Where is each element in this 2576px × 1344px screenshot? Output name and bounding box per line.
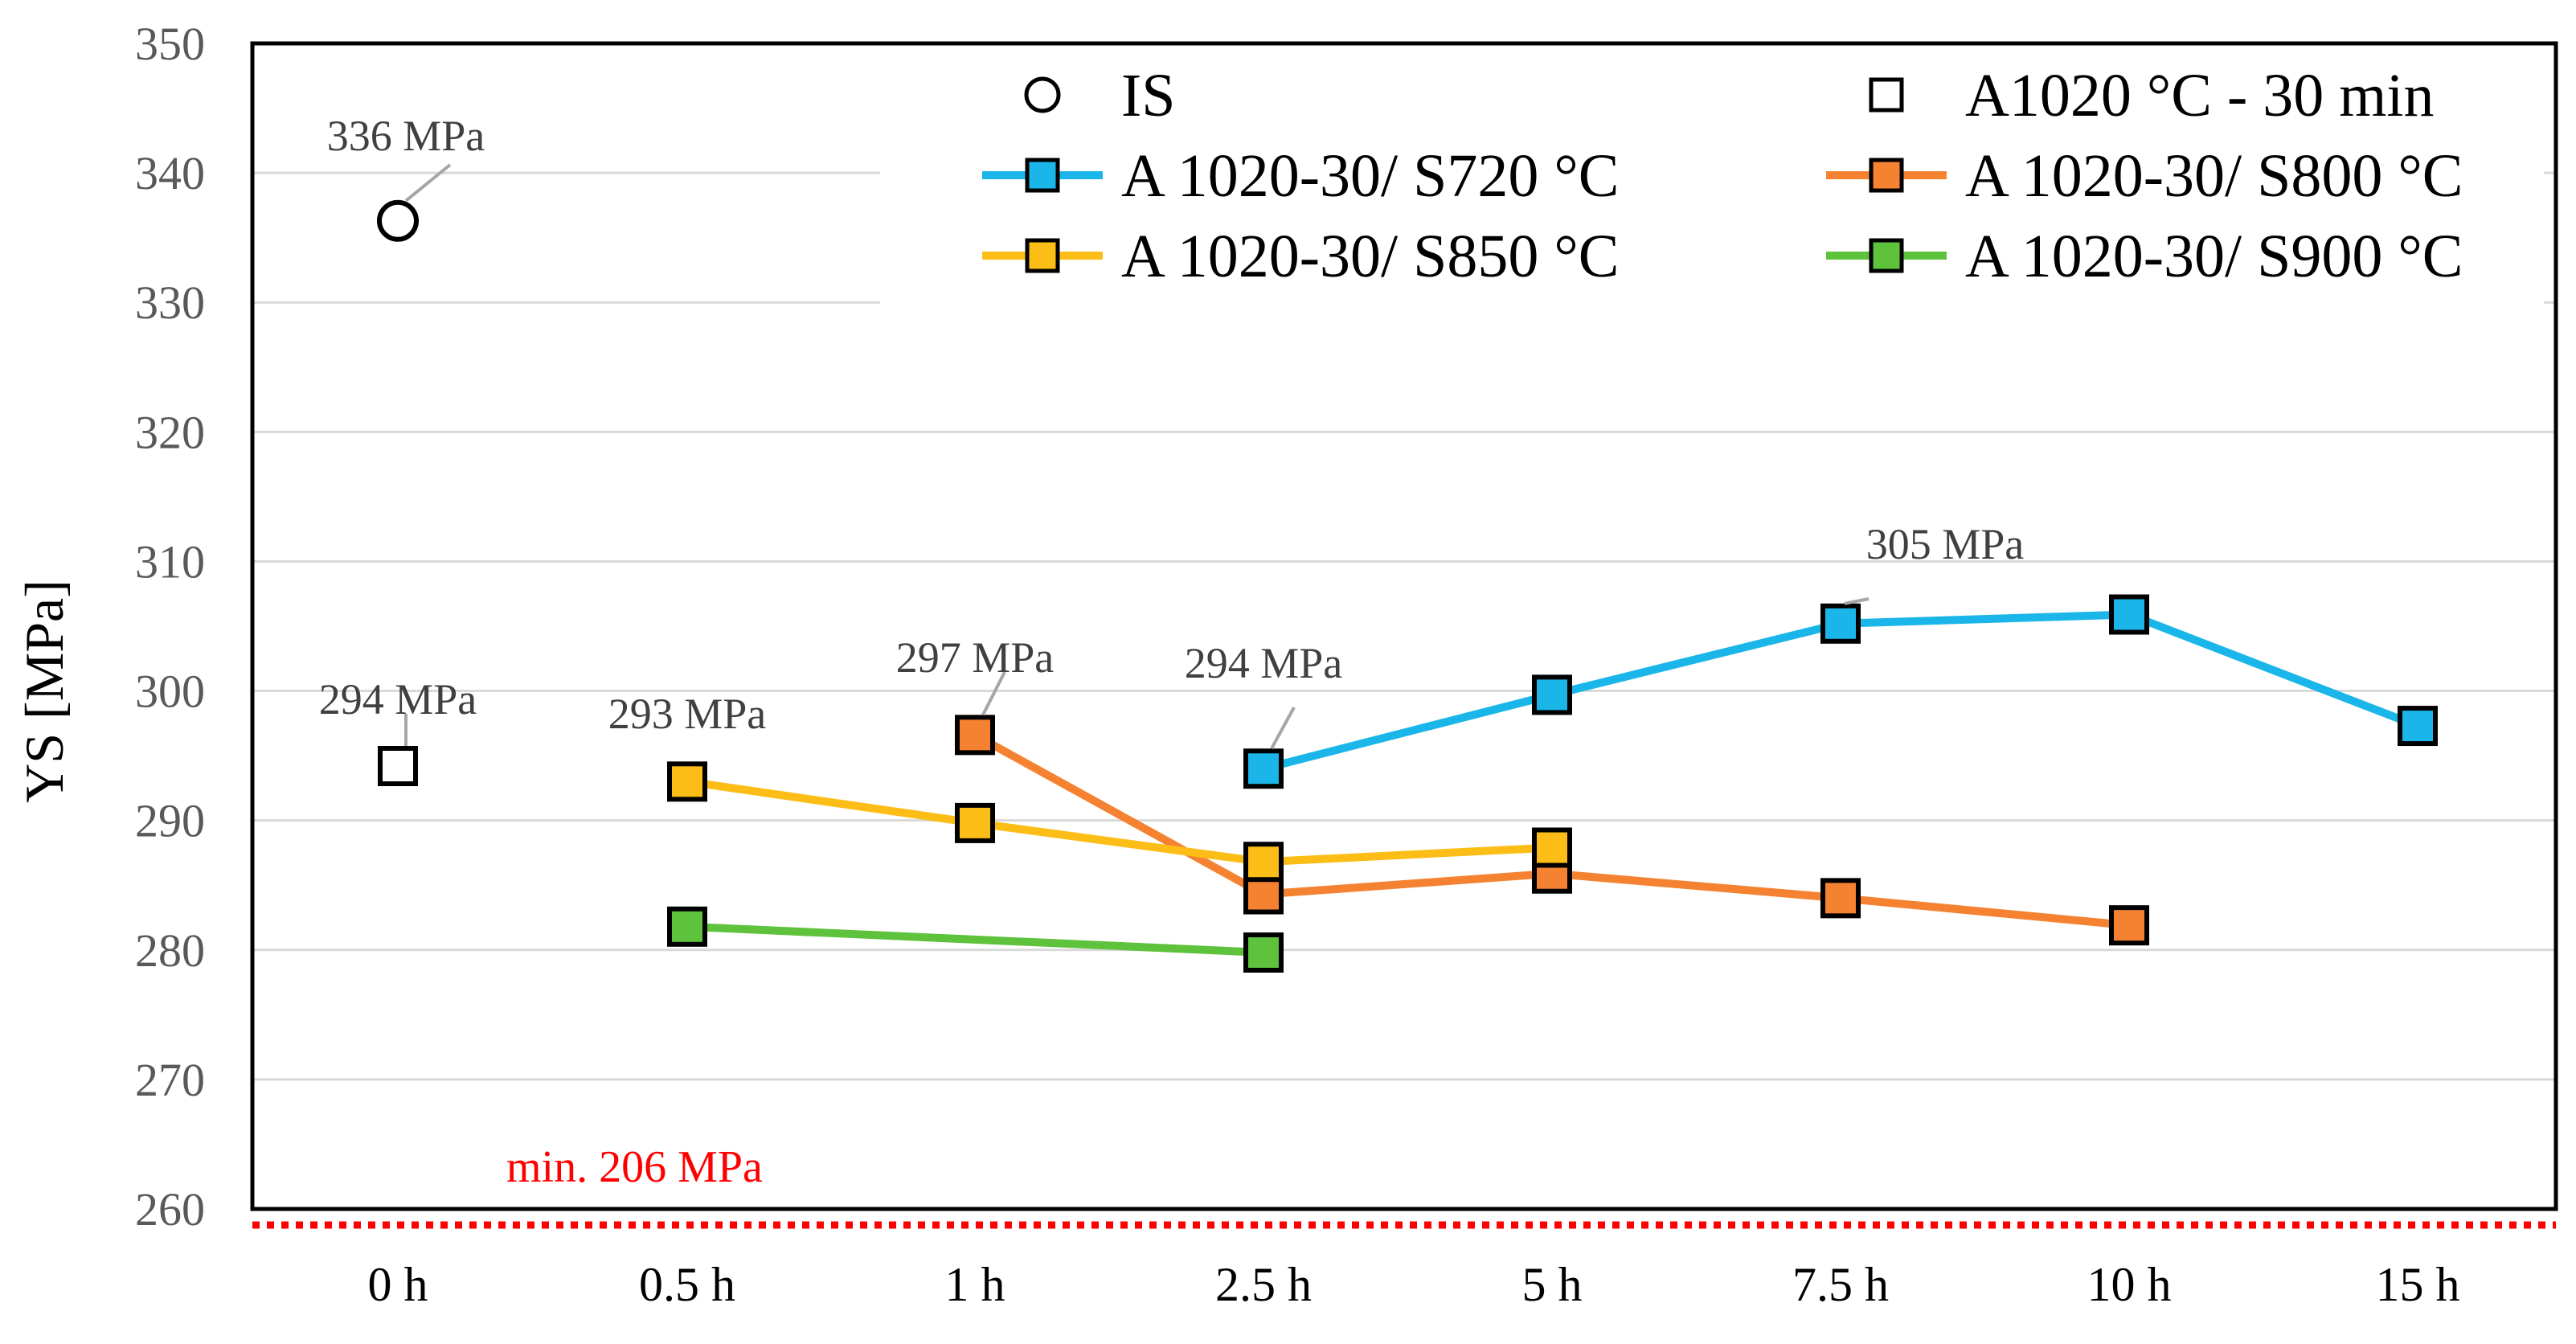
x-axis: 0 h 0.5 h 1 h 2.5 h 5 h 7.5 h 10 h 15 h xyxy=(368,1258,2460,1311)
series-layer xyxy=(377,199,2438,973)
plot-area-border xyxy=(250,41,2558,1211)
data-point xyxy=(2109,905,2149,946)
data-label-leader xyxy=(404,163,452,203)
legend-item-a1020-c-30-min: A1020 °C - 30 min xyxy=(1869,62,2435,129)
data-label: 297 MPa xyxy=(896,633,1055,682)
series-line-a-1020-30-s850-c xyxy=(686,777,1553,867)
series-a-1020-30-s900-c xyxy=(667,906,1284,973)
data-point xyxy=(1243,842,1284,883)
x-tick-label: 1 h xyxy=(945,1258,1005,1311)
series-line-a-1020-30-s900-c xyxy=(686,922,1264,957)
y-tick-label: 300 xyxy=(135,666,205,718)
legend-item-a-1020-30-s800-c: A 1020-30/ S800 °C xyxy=(1826,142,2463,210)
data-label: 336 MPa xyxy=(327,112,485,160)
x-tick-label: 0.5 h xyxy=(639,1258,735,1311)
reference-line-label: min. 206 MPa xyxy=(506,1142,763,1192)
data-point xyxy=(377,199,419,242)
y-axis: 260 270 280 290 300 310 320 330 340 350 xyxy=(135,18,205,1235)
series-a1020-c-30-min xyxy=(378,746,418,786)
data-label-leader xyxy=(1270,707,1296,750)
data-point xyxy=(2398,706,2438,747)
legend-label: A 1020-30/ S850 °C xyxy=(1121,223,1619,290)
x-tick-label: 10 h xyxy=(2087,1258,2172,1311)
y-axis-title: YS [MPa] xyxy=(14,580,75,803)
legend-marker xyxy=(1869,77,1904,113)
legend-label: IS xyxy=(1121,62,1176,129)
data-point xyxy=(1820,878,1861,919)
data-label: 305 MPa xyxy=(1866,520,2025,568)
series-a-1020-30-s850-c xyxy=(667,761,1572,883)
legend-background xyxy=(880,55,2544,304)
y-tick-label: 350 xyxy=(135,18,205,70)
data-point xyxy=(1243,748,1284,789)
legend-label: A 1020-30/ S900 °C xyxy=(1965,223,2463,290)
legend-marker xyxy=(1024,76,1061,113)
series-a-1020-30-s800-c xyxy=(955,715,2149,946)
x-tick-label: 0 h xyxy=(368,1258,428,1311)
data-point xyxy=(955,802,995,843)
data-point xyxy=(667,906,707,947)
y-tick-label: 270 xyxy=(135,1054,205,1106)
y-tick-label: 290 xyxy=(135,795,205,847)
data-label: 294 MPa xyxy=(1185,639,1343,687)
series-a-1020-30-s720-c xyxy=(1243,594,2438,789)
y-tick-label: 340 xyxy=(135,147,205,199)
x-tick-label: 2.5 h xyxy=(1215,1258,1312,1311)
data-point xyxy=(1243,932,1284,973)
x-tick-label: 5 h xyxy=(1522,1258,1583,1311)
x-tick-label: 7.5 h xyxy=(1792,1258,1889,1311)
data-point xyxy=(378,746,418,786)
legend-label: A 1020-30/ S720 °C xyxy=(1121,142,1619,210)
data-point xyxy=(955,715,995,756)
data-point xyxy=(1820,603,1861,644)
legend-marker xyxy=(1025,238,1060,273)
legend: IS A1020 °C - 30 min A 1020-30/ S720 °C A 1… xyxy=(880,55,2544,304)
legend-marker xyxy=(1869,238,1904,273)
x-tick-label: 15 h xyxy=(2376,1258,2460,1311)
y-tick-label: 280 xyxy=(135,924,205,977)
legend-label: A 1020-30/ S800 °C xyxy=(1965,142,2463,210)
y-tick-label: 260 xyxy=(135,1183,205,1235)
data-point xyxy=(1532,827,1572,868)
legend-marker xyxy=(1869,158,1904,193)
data-label: 294 MPa xyxy=(319,675,477,723)
y-tick-label: 330 xyxy=(135,277,205,329)
data-label-leader xyxy=(1844,597,1870,605)
data-point xyxy=(2109,594,2149,635)
legend-item-a-1020-30-s720-c: A 1020-30/ S720 °C xyxy=(982,142,1619,210)
data-label: 293 MPa xyxy=(608,690,767,738)
y-tick-label: 320 xyxy=(135,406,205,458)
data-point xyxy=(667,761,707,802)
legend-item-a-1020-30-s850-c: A 1020-30/ S850 °C xyxy=(982,223,1619,290)
legend-item-a-1020-30-s900-c: A 1020-30/ S900 °C xyxy=(1826,223,2463,290)
legend-label: A1020 °C - 30 min xyxy=(1965,62,2435,129)
data-labels: 336 MPa 294 MPa 293 MPa 297 MPa 294 MPa 305 M… xyxy=(319,112,2025,750)
y-tick-label: 310 xyxy=(135,535,205,588)
series-is xyxy=(377,199,419,242)
legend-marker xyxy=(1025,158,1060,193)
data-point xyxy=(1532,674,1572,715)
legend-item-is: IS xyxy=(1024,62,1176,129)
data-label-leader xyxy=(981,671,1006,716)
